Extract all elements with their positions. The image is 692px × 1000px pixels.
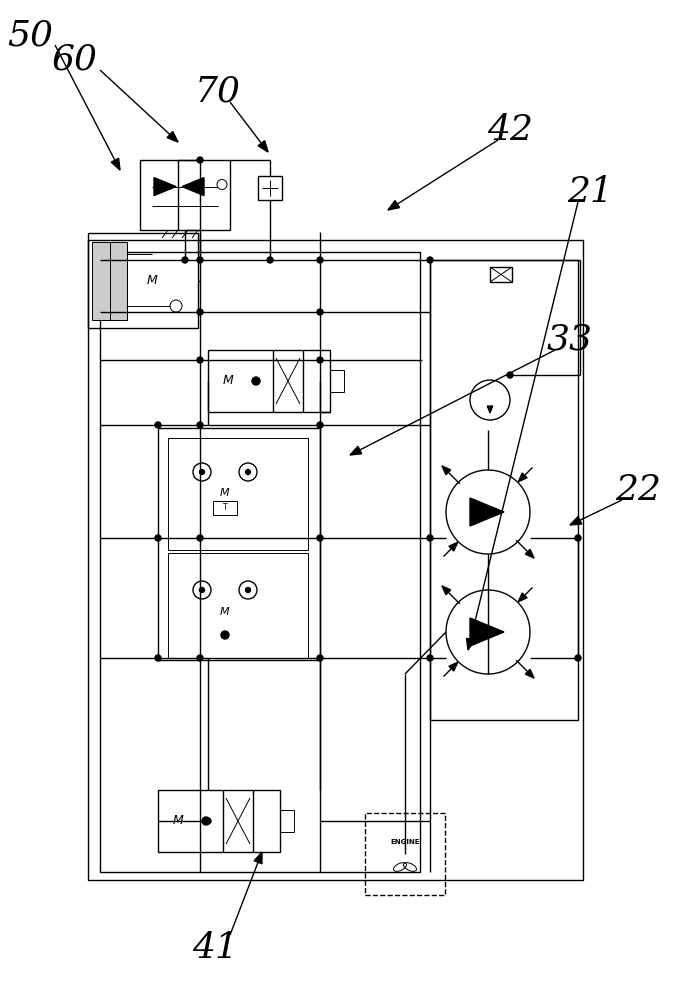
Circle shape [155,422,161,428]
Text: 41: 41 [192,931,238,965]
Polygon shape [154,178,176,196]
Bar [92,242,127,320]
Circle shape [197,157,203,163]
Polygon shape [518,473,527,482]
Polygon shape [182,178,204,196]
Bar [168,553,308,658]
Text: 42: 42 [487,113,533,147]
Bar [168,438,308,550]
Bar [365,813,445,895]
Circle shape [197,655,203,661]
Text: 60: 60 [52,43,98,77]
Text: 22: 22 [615,473,661,507]
Circle shape [202,817,210,825]
Circle shape [317,535,323,541]
Bar [213,501,237,515]
Circle shape [182,257,188,263]
Circle shape [427,655,433,661]
Bar [208,350,330,412]
Circle shape [317,655,323,661]
Circle shape [199,470,205,475]
Bar [330,370,344,392]
Circle shape [317,309,323,315]
Polygon shape [388,201,399,210]
Bar [280,810,294,832]
Polygon shape [518,593,527,602]
Polygon shape [525,549,534,558]
Text: M: M [220,607,230,617]
Polygon shape [258,141,268,152]
Circle shape [267,257,273,263]
Circle shape [427,535,433,541]
Polygon shape [466,638,475,650]
Circle shape [252,377,260,385]
Polygon shape [350,446,362,455]
Circle shape [507,372,513,378]
Polygon shape [442,586,450,595]
Text: M: M [172,814,183,828]
Text: ENGINE: ENGINE [390,839,420,845]
Circle shape [197,257,203,263]
Circle shape [197,357,203,363]
Circle shape [575,655,581,661]
Circle shape [197,535,203,541]
Polygon shape [449,542,457,551]
Bar [88,233,198,328]
Text: 50: 50 [7,18,53,52]
Bar [100,252,420,872]
Circle shape [246,587,251,592]
Polygon shape [442,466,450,475]
Bar [158,428,320,660]
Bar [88,240,583,880]
Polygon shape [111,158,120,170]
Circle shape [221,631,229,639]
Circle shape [317,257,323,263]
Circle shape [317,422,323,428]
Bar [158,790,280,852]
Polygon shape [167,131,178,142]
Bar [140,160,230,230]
Circle shape [155,655,161,661]
Circle shape [197,422,203,428]
Polygon shape [254,852,262,864]
Polygon shape [570,516,582,525]
Text: 33: 33 [547,323,593,357]
Polygon shape [525,669,534,678]
Text: M: M [220,488,230,498]
Polygon shape [470,498,504,526]
Text: M: M [223,374,233,387]
Text: M: M [147,273,157,286]
Bar [490,267,512,282]
Circle shape [317,357,323,363]
Circle shape [205,818,211,824]
Circle shape [155,535,161,541]
Bar [258,176,282,200]
Circle shape [246,470,251,475]
Circle shape [427,257,433,263]
Text: T: T [223,504,227,512]
Bar [430,260,578,720]
Polygon shape [487,406,493,413]
Text: 70: 70 [195,75,241,109]
Circle shape [197,309,203,315]
Circle shape [575,535,581,541]
Circle shape [199,587,205,592]
Polygon shape [449,662,457,671]
Polygon shape [470,618,504,646]
Text: 21: 21 [567,175,613,209]
